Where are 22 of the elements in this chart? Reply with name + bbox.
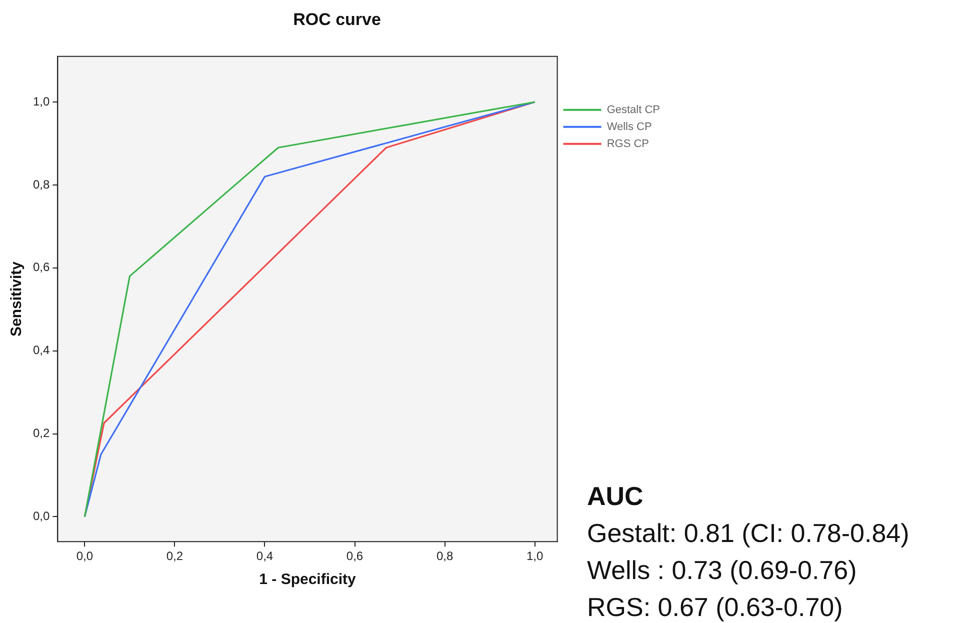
- legend-label: Gestalt CP: [606, 104, 660, 116]
- text: Wells : 0.73 (0.69-0.76): [587, 554, 858, 587]
- y-tick-label: 0,4: [32, 343, 50, 358]
- x-axis-title: 1 - Specificity: [259, 571, 357, 588]
- x-tick-label: 1,0: [526, 549, 544, 564]
- legend-label: Wells CP: [606, 120, 652, 133]
- x-tick-label: 0,8: [436, 549, 454, 564]
- y-tick-label: 0,0: [32, 509, 50, 524]
- chart-title: ROC curve: [293, 10, 381, 29]
- x-tick-label: 0,0: [76, 549, 94, 564]
- y-tick-label: 0,2: [32, 426, 50, 440]
- y-axis-title: Sensitivity: [8, 260, 26, 337]
- y-tick-label: 1,0: [32, 94, 50, 108]
- text: Gestalt: 0.81 (CI: 0.78-0.84): [587, 517, 910, 550]
- y-tick-label: 0,6: [32, 260, 50, 274]
- x-tick-label: 0,6: [346, 549, 364, 564]
- y-tick-label: 0,8: [32, 177, 50, 192]
- legend-label: RGS CP: [606, 138, 650, 150]
- text: AUC: [587, 480, 644, 513]
- x-tick-label: 0,2: [166, 549, 184, 564]
- text: RGS: 0.67 (0.63-0.70): [587, 591, 844, 623]
- x-tick-label: 0,4: [256, 549, 274, 564]
